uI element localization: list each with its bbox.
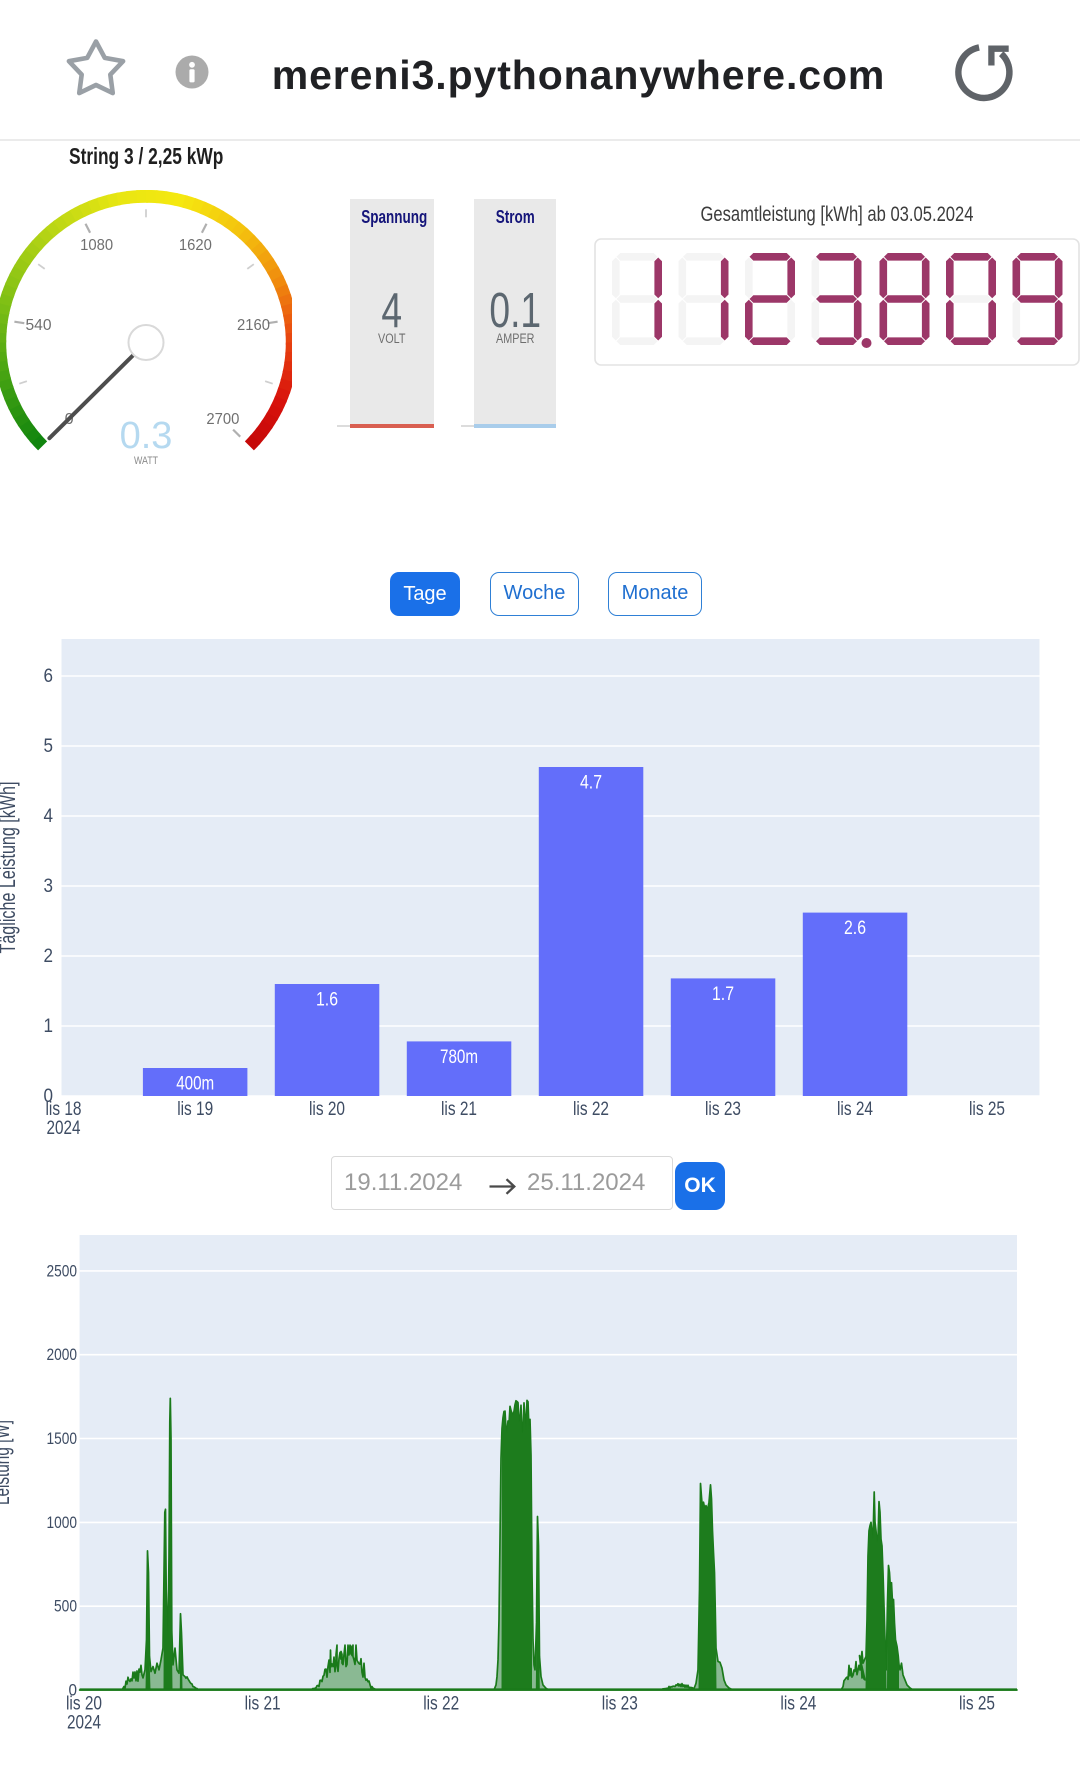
svg-text:0.3: 0.3 bbox=[120, 415, 173, 457]
svg-text:2700: 2700 bbox=[206, 411, 239, 428]
svg-text:3: 3 bbox=[44, 875, 54, 897]
svg-text:540: 540 bbox=[26, 317, 52, 334]
svg-text:1000: 1000 bbox=[47, 1513, 78, 1532]
svg-text:lis 21: lis 21 bbox=[441, 1098, 477, 1120]
svg-text:Leistung [W]: Leistung [W] bbox=[0, 1420, 14, 1505]
svg-text:lis 24: lis 24 bbox=[837, 1098, 873, 1120]
svg-text:Tägliche Leistung [kWh]: Tägliche Leistung [kWh] bbox=[0, 782, 20, 954]
svg-text:2024: 2024 bbox=[67, 1712, 101, 1734]
svg-text:1: 1 bbox=[44, 1015, 54, 1037]
svg-text:lis 25: lis 25 bbox=[959, 1693, 995, 1715]
svg-text:4: 4 bbox=[44, 805, 54, 827]
svg-text:780m: 780m bbox=[440, 1046, 478, 1068]
svg-text:6: 6 bbox=[44, 665, 54, 687]
svg-text:0: 0 bbox=[69, 1681, 78, 1700]
svg-text:lis 23: lis 23 bbox=[602, 1693, 638, 1715]
svg-text:0: 0 bbox=[44, 1085, 54, 1107]
svg-text:lis 20: lis 20 bbox=[309, 1098, 345, 1120]
svg-text:5: 5 bbox=[44, 735, 54, 757]
svg-text:lis 25: lis 25 bbox=[969, 1098, 1005, 1120]
svg-text:WATT: WATT bbox=[134, 455, 158, 467]
svg-text:1620: 1620 bbox=[179, 237, 212, 254]
svg-text:500: 500 bbox=[54, 1597, 77, 1616]
svg-text:2000: 2000 bbox=[47, 1345, 78, 1364]
svg-text:2160: 2160 bbox=[237, 317, 270, 334]
svg-text:lis 22: lis 22 bbox=[423, 1693, 459, 1715]
svg-text:lis 22: lis 22 bbox=[573, 1098, 609, 1120]
svg-text:lis 23: lis 23 bbox=[705, 1098, 741, 1120]
svg-text:400m: 400m bbox=[176, 1073, 214, 1095]
svg-text:2024: 2024 bbox=[47, 1117, 81, 1139]
svg-text:lis 20: lis 20 bbox=[66, 1693, 102, 1715]
svg-text:1080: 1080 bbox=[80, 237, 113, 254]
svg-text:1.7: 1.7 bbox=[712, 983, 734, 1005]
svg-text:lis 19: lis 19 bbox=[177, 1098, 213, 1120]
svg-text:1500: 1500 bbox=[47, 1429, 78, 1448]
svg-text:lis 18: lis 18 bbox=[46, 1098, 82, 1120]
svg-text:2: 2 bbox=[44, 945, 54, 967]
svg-text:2500: 2500 bbox=[47, 1261, 78, 1280]
svg-text:2.6: 2.6 bbox=[844, 917, 866, 939]
svg-text:lis 21: lis 21 bbox=[245, 1693, 281, 1715]
svg-text:4.7: 4.7 bbox=[580, 772, 602, 794]
svg-text:lis 24: lis 24 bbox=[780, 1693, 816, 1715]
svg-text:1.6: 1.6 bbox=[316, 989, 338, 1011]
